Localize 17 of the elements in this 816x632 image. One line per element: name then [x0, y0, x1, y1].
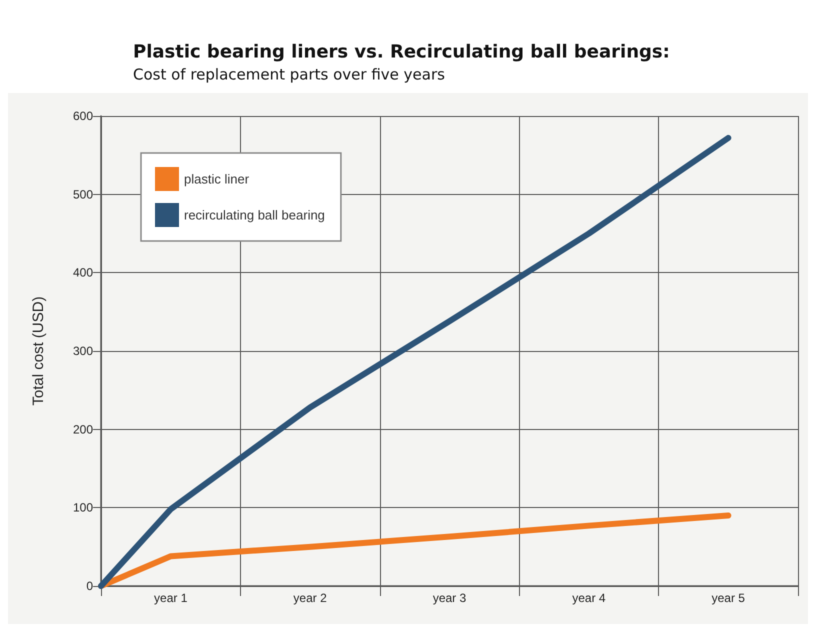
y-tick-label: 0 [86, 579, 94, 593]
y-tick-label: 200 [72, 422, 94, 436]
legend-label: recirculating ball bearing [184, 208, 325, 222]
y-tick-label: 500 [72, 187, 94, 202]
x-tick-label: year 2 [293, 591, 328, 605]
chart-subtitle: Cost of replacement parts over five years [133, 66, 446, 84]
y-axis-title: Total cost (USD) [30, 296, 47, 406]
x-tick-label: year 4 [572, 591, 606, 605]
y-tick-label: 300 [72, 344, 94, 358]
y-tick-label: 600 [72, 109, 94, 123]
chart-title: Plastic bearing liners vs. Recirculating ball bearings: [133, 42, 670, 62]
legend-label: plastic liner [184, 172, 250, 186]
x-tick-label: year 1 [154, 591, 188, 605]
x-tick-label: year 5 [712, 591, 746, 605]
x-tick-label: year 3 [432, 591, 466, 605]
y-tick-label: 400 [72, 266, 94, 280]
y-tick-label: 100 [72, 500, 94, 515]
